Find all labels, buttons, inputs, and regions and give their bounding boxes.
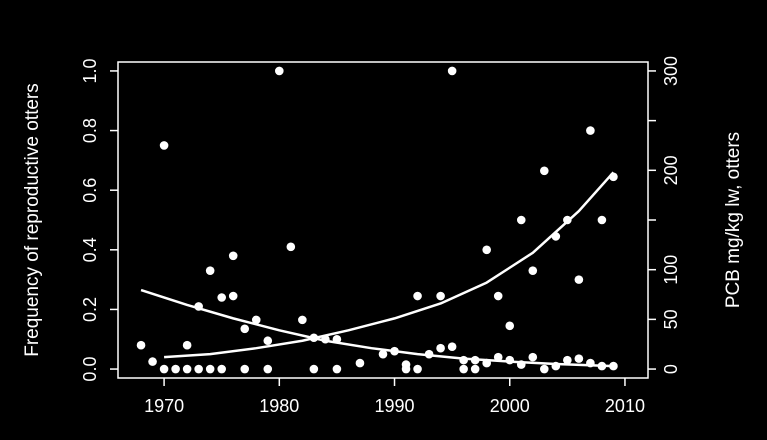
data-point	[528, 352, 538, 362]
data-point	[355, 358, 365, 368]
x-tick-label: 1990	[374, 396, 414, 416]
data-point	[574, 354, 584, 363]
y-left-tick-label: 1.0	[80, 58, 100, 83]
fitted-curve-2	[164, 171, 615, 359]
data-point	[309, 333, 319, 343]
data-point	[470, 355, 480, 365]
data-point	[228, 251, 238, 261]
data-point	[182, 340, 192, 350]
data-point	[563, 215, 572, 225]
y-left-tick-label: 0.6	[80, 178, 100, 203]
fitted-curve-1	[140, 288, 614, 368]
fitted-curves	[140, 171, 615, 368]
data-point	[505, 321, 515, 331]
data-point	[505, 355, 515, 365]
data-point	[240, 364, 250, 374]
data-point	[540, 364, 549, 374]
data-point	[447, 66, 457, 76]
x-tick-label: 2010	[605, 396, 645, 416]
data-point	[205, 266, 215, 275]
y-right-tick-label: 300	[661, 56, 681, 86]
data-point	[401, 364, 411, 374]
y-left-tick-label: 0.4	[80, 237, 100, 262]
y-left-label: Frequency of reproductive otters	[22, 83, 43, 357]
data-point	[436, 291, 445, 301]
data-point	[470, 364, 480, 374]
y-left-axis: 0.0 0.2 0.4 0.6 0.8 1.0	[80, 58, 118, 382]
data-point	[516, 215, 526, 225]
data-point	[275, 66, 284, 76]
data-point	[217, 364, 226, 374]
data-point	[609, 172, 618, 182]
data-point	[459, 355, 468, 365]
data-point	[413, 364, 422, 374]
data-point	[574, 275, 584, 284]
data-point	[228, 291, 238, 301]
data-point	[205, 364, 215, 374]
y-right-tick-label: 0	[661, 364, 681, 374]
data-point	[159, 364, 169, 374]
data-point	[286, 242, 296, 252]
data-point	[493, 291, 503, 301]
data-point	[609, 361, 618, 371]
data-point	[298, 315, 307, 325]
data-point	[482, 358, 491, 368]
data-point	[516, 360, 526, 369]
data-point	[251, 315, 261, 325]
data-point	[597, 215, 607, 225]
data-point	[194, 302, 203, 311]
data-point	[182, 364, 192, 374]
x-tick-label: 1980	[259, 396, 299, 416]
data-point	[309, 364, 319, 374]
x-tick-label: 1970	[144, 396, 184, 416]
data-point	[586, 126, 595, 135]
data-point	[217, 293, 226, 302]
data-point	[171, 364, 180, 374]
y-left-tick-label: 0.2	[80, 297, 100, 322]
x-axis: 1970 1980 1990 2000 2010	[144, 378, 645, 416]
data-point	[332, 334, 342, 344]
data-point	[159, 141, 169, 150]
data-point	[586, 358, 595, 368]
data-point	[390, 346, 399, 356]
data-point	[528, 266, 538, 275]
data-point	[263, 336, 273, 346]
data-point	[563, 355, 572, 365]
data-point	[459, 364, 468, 374]
y-left-tick-label: 0.0	[80, 357, 100, 382]
data-point	[148, 357, 157, 366]
data-point	[136, 340, 146, 350]
data-point	[413, 291, 422, 301]
y-right-tick-label: 200	[661, 155, 681, 185]
y-right-axis: 0 50 100 200 300	[648, 56, 681, 374]
data-point	[263, 364, 273, 374]
y-right-tick-label: 50	[661, 309, 681, 329]
data-point	[493, 352, 503, 362]
data-point	[378, 349, 388, 359]
data-point	[551, 361, 561, 371]
x-tick-label: 2000	[490, 396, 530, 416]
data-point	[321, 334, 330, 344]
data-point	[194, 364, 203, 374]
y-right-tick-label: 100	[661, 255, 681, 285]
y-right-label: PCB mg/kg lw, otters	[723, 132, 744, 308]
data-point	[551, 232, 561, 241]
data-point	[240, 324, 250, 334]
data-point	[447, 342, 457, 351]
data-point	[482, 245, 491, 255]
data-point	[424, 349, 434, 359]
y-left-tick-label: 0.8	[80, 118, 100, 143]
data-point	[436, 343, 445, 353]
data-point	[597, 361, 607, 371]
data-points	[136, 66, 618, 374]
data-point	[540, 166, 549, 176]
data-point	[332, 364, 342, 374]
